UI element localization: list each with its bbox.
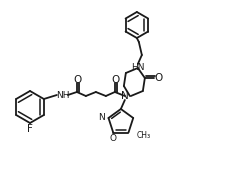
Text: N: N (121, 91, 129, 101)
Text: O: O (74, 75, 82, 85)
Text: O: O (155, 73, 163, 83)
Text: O: O (110, 134, 117, 143)
Text: F: F (27, 124, 33, 134)
Text: CH₃: CH₃ (137, 131, 151, 140)
Text: HN: HN (131, 64, 145, 73)
Text: N: N (98, 113, 104, 122)
Text: NH: NH (56, 90, 70, 99)
Text: O: O (112, 75, 120, 85)
